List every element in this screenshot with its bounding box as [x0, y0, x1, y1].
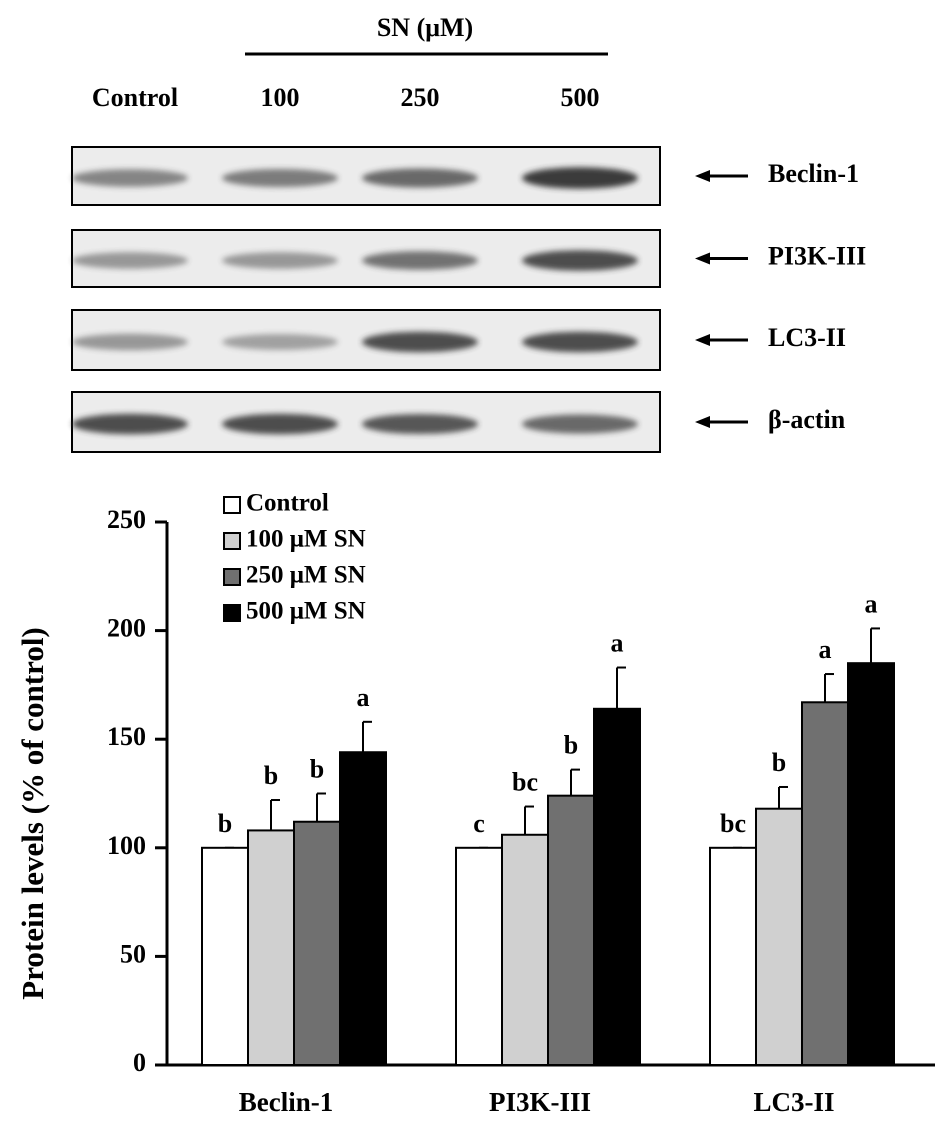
significance-letter: b — [218, 809, 232, 838]
chart: Protein levels (% of control) 0 50 100 150 20… — [15, 490, 935, 1117]
bar — [847, 662, 895, 1066]
band-label: PI3K-III — [768, 241, 866, 270]
band — [222, 413, 338, 435]
band — [522, 250, 638, 271]
band — [522, 414, 638, 434]
band — [72, 252, 188, 269]
legend-label: 100 μM SN — [246, 526, 366, 553]
y-axis-label: Protein levels (% of control) — [15, 627, 50, 999]
band — [222, 334, 338, 350]
significance-letter: b — [564, 731, 578, 760]
bar — [709, 846, 757, 1066]
arrow-head — [695, 334, 710, 346]
legend-swatch — [223, 532, 241, 550]
legend-label: 250 μM SN — [246, 562, 366, 589]
bar — [801, 701, 849, 1066]
legend-label: Control — [246, 490, 329, 517]
band — [222, 169, 338, 187]
band — [72, 333, 188, 351]
band — [362, 414, 478, 434]
band-label: LC3-II — [768, 323, 846, 352]
band — [72, 413, 188, 435]
blot-header: SN (μM) — [377, 13, 473, 42]
y-tick-label: 200 — [107, 614, 146, 643]
bar — [547, 794, 595, 1066]
x-tick-label: Beclin-1 — [239, 1087, 334, 1117]
arrow-head — [695, 416, 710, 428]
bar — [755, 807, 803, 1066]
y-tick-label: 0 — [133, 1048, 146, 1077]
significance-letter: c — [473, 809, 485, 838]
bar — [293, 820, 341, 1067]
significance-letter: a — [357, 683, 370, 712]
arrow-head — [695, 170, 710, 182]
arrow-head — [695, 252, 710, 265]
bar — [593, 707, 641, 1066]
significance-letter: b — [772, 748, 786, 777]
band — [362, 251, 478, 270]
legend-swatch — [223, 496, 241, 514]
band — [522, 167, 638, 189]
x-tick-label: PI3K-III — [489, 1087, 591, 1117]
legend-swatch — [223, 568, 241, 586]
significance-letter: b — [264, 761, 278, 790]
y-tick-label: 150 — [107, 722, 146, 751]
legend-swatch — [223, 604, 241, 622]
significance-letter: b — [310, 754, 324, 783]
band — [362, 168, 478, 188]
x-tick-label: LC3-II — [753, 1087, 834, 1117]
significance-letter: bc — [512, 768, 538, 797]
y-tick-label: 50 — [120, 939, 146, 968]
lane-label: 100 — [261, 83, 300, 112]
band-label: β-actin — [768, 405, 846, 434]
significance-letter: a — [611, 628, 624, 657]
bar — [339, 751, 387, 1066]
lane-label: Control — [92, 83, 178, 112]
legend-label: 500 μM SN — [246, 598, 366, 625]
significance-letter: bc — [720, 809, 746, 838]
y-tick-label: 250 — [107, 505, 146, 534]
band — [522, 331, 638, 353]
lane-label: 250 — [401, 83, 440, 112]
bar — [501, 833, 549, 1066]
bar — [201, 846, 249, 1066]
bar — [247, 829, 295, 1067]
band — [222, 252, 338, 269]
significance-letter: a — [865, 589, 878, 618]
y-tick-label: 100 — [107, 831, 146, 860]
significance-letter: a — [819, 635, 832, 664]
blot: Control 100 250 500 Beclin-1 PI3K-III LC3-II β-… — [71, 83, 866, 453]
bar — [455, 846, 503, 1066]
band — [72, 169, 188, 187]
band-label: Beclin-1 — [768, 159, 859, 188]
band — [362, 331, 478, 353]
lane-label: 500 — [561, 83, 600, 112]
